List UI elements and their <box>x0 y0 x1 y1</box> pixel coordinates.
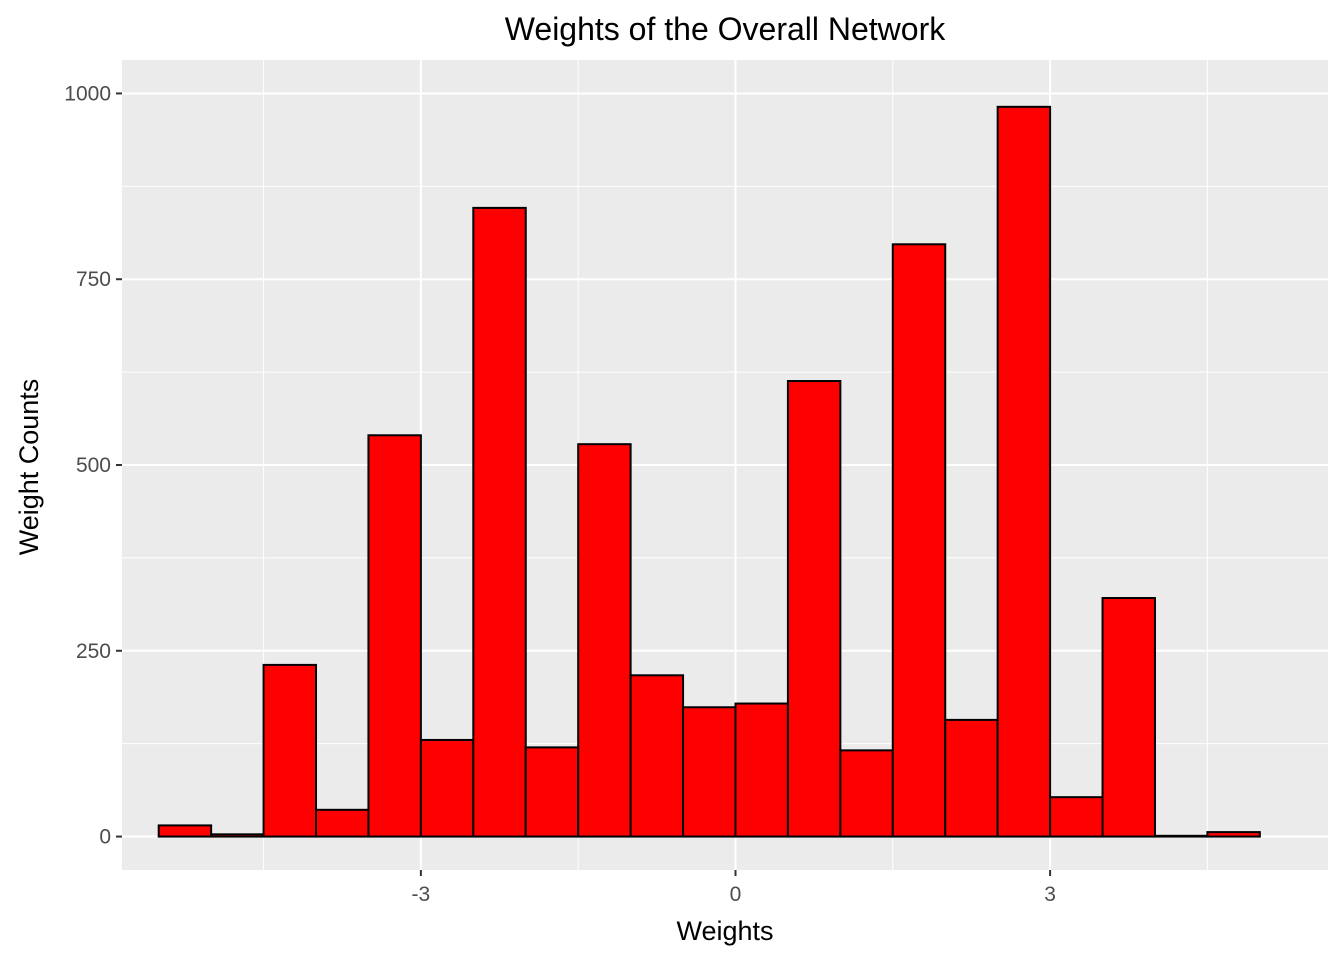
chart-title: Weights of the Overall Network <box>505 11 946 47</box>
y-tick-label: 0 <box>99 826 111 849</box>
histogram-bar <box>262 663 318 838</box>
histogram-bars <box>157 105 1261 838</box>
histogram-bar <box>419 738 475 838</box>
x-tick-label: 0 <box>730 883 742 906</box>
histogram-bar <box>577 443 632 838</box>
x-tick-label: -3 <box>412 883 431 906</box>
y-axis: 0 250 500 750 1000 <box>64 82 122 849</box>
histogram-bar <box>1153 834 1209 838</box>
y-tick-label: 750 <box>76 268 111 291</box>
histogram-bar <box>1101 597 1156 838</box>
histogram-bar <box>839 749 894 838</box>
histogram-bar <box>996 105 1052 838</box>
histogram-bar <box>682 706 737 838</box>
y-tick-label: 1000 <box>64 82 111 105</box>
histogram-bar <box>891 243 947 838</box>
x-tick-label: 3 <box>1044 883 1056 906</box>
y-tick-label: 500 <box>76 454 111 477</box>
histogram-bar <box>734 702 789 838</box>
x-axis: -3 0 3 <box>412 870 1056 906</box>
histogram-bar <box>1049 796 1104 838</box>
y-tick-label: 250 <box>76 640 111 663</box>
histogram-bar <box>315 808 370 838</box>
x-axis-title: Weights <box>676 916 773 946</box>
histogram-bar <box>367 434 422 838</box>
histogram-bar <box>210 833 265 838</box>
histogram-bar <box>786 380 842 838</box>
histogram-bar <box>524 746 580 838</box>
histogram-bar <box>157 824 213 838</box>
histogram-bar <box>472 206 527 838</box>
histogram-bar <box>629 674 685 838</box>
histogram-bar <box>1206 831 1261 838</box>
histogram-bar <box>944 718 999 838</box>
y-axis-title: Weight Counts <box>14 379 44 556</box>
